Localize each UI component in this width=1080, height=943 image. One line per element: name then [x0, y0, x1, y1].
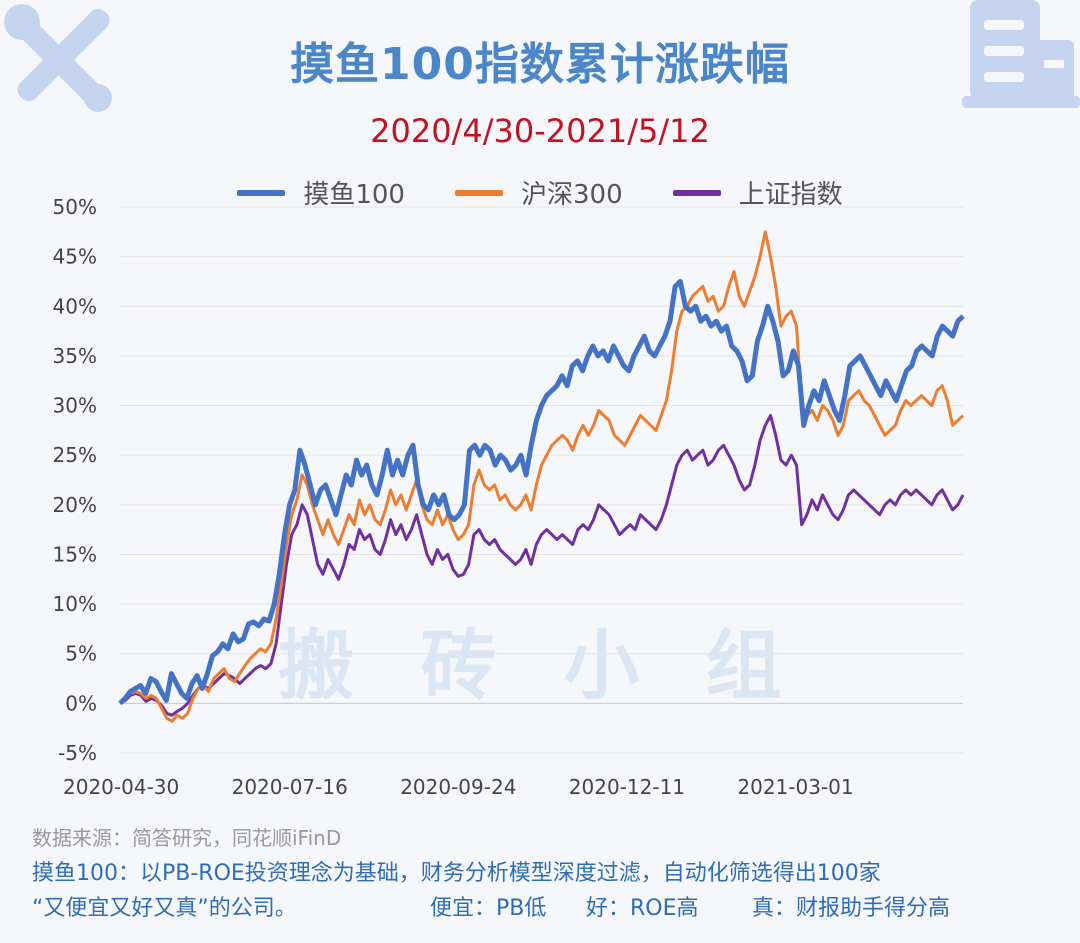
- series-line-sse: [119, 414, 965, 717]
- description-cheap: 便宜：PB低: [430, 896, 547, 921]
- y-tick-label: 40%: [53, 294, 97, 318]
- index-description: 摸鱼100：以PB-ROE投资理念为基础，财务分析模型深度过滤，自动化筛选得出1…: [32, 861, 881, 886]
- building-icon: [962, 0, 1080, 108]
- series-line-hs300: [119, 230, 965, 723]
- legend-label-sse: 上证指数: [738, 180, 843, 210]
- legend-swatch-hs300: [454, 189, 503, 196]
- series-line-moyu100: [118, 279, 965, 706]
- y-tick-label: 30%: [53, 394, 97, 418]
- x-tick-label: 2020-07-16: [232, 775, 348, 799]
- data-source: 数据来源：简答研究，同花顺iFinD: [32, 826, 342, 850]
- description-good: 好：ROE高: [586, 896, 699, 921]
- y-tick-label: 45%: [53, 245, 97, 269]
- description-quote: “又便宜又好又真”的公司。: [32, 896, 297, 921]
- line-chart: 搬 砖 小 组 50% 45% 40% 35% 30% 25% 20% 15% 10% 5% 0% -5…: [53, 195, 965, 799]
- chart-subtitle: 2020/4/30-2021/5/12: [370, 112, 710, 150]
- chart-title: 摸鱼100指数累计涨跌幅: [290, 39, 790, 90]
- x-tick-label: 2020-12-11: [569, 775, 685, 799]
- y-tick-label: 15%: [53, 542, 97, 566]
- legend-item-sse: 上证指数: [672, 174, 843, 211]
- y-tick-label: 35%: [53, 344, 97, 368]
- legend-swatch-moyu100: [237, 189, 286, 196]
- y-tick-label: -5%: [58, 741, 97, 765]
- x-tick-label: 2020-04-30: [63, 775, 179, 799]
- y-tick-label: 10%: [53, 592, 97, 616]
- y-tick-label: 50%: [53, 195, 97, 219]
- y-tick-label: 20%: [53, 493, 97, 517]
- watermark: 搬 砖 小 组: [278, 621, 801, 710]
- index-description-line2: “又便宜又好又真”的公司。 便宜：PB低 好：ROE高 真：财报助手得分高: [32, 890, 1062, 922]
- legend-item-moyu100: 摸鱼100: [237, 174, 405, 211]
- legend-item-hs300: 沪深300: [454, 174, 623, 211]
- legend-label-hs300: 沪深300: [520, 180, 623, 210]
- legend-label-moyu100: 摸鱼100: [303, 180, 405, 210]
- legend-swatch-sse: [672, 189, 721, 196]
- x-tick-label: 2020-09-24: [400, 775, 516, 799]
- x-tick-label: 2021-03-01: [737, 775, 853, 799]
- tools-icon: [4, 4, 112, 112]
- y-tick-label: 5%: [65, 642, 97, 666]
- legend: 摸鱼100 沪深300 上证指数: [0, 174, 1080, 211]
- y-tick-label: 0%: [65, 691, 97, 715]
- description-real: 真：财报助手得分高: [752, 896, 951, 921]
- y-tick-label: 25%: [53, 443, 97, 467]
